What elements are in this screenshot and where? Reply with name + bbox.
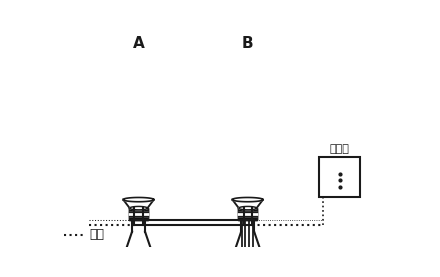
Text: 气线: 气线 (89, 228, 104, 241)
Bar (319, 157, 360, 198)
Polygon shape (232, 200, 263, 208)
Polygon shape (239, 206, 257, 210)
Polygon shape (123, 200, 154, 208)
Polygon shape (129, 212, 148, 216)
Text: 集气袋: 集气袋 (330, 144, 350, 154)
Polygon shape (129, 208, 148, 220)
Text: A: A (133, 36, 144, 52)
Text: B: B (242, 36, 253, 52)
Polygon shape (232, 198, 263, 202)
Polygon shape (123, 198, 154, 202)
Polygon shape (130, 206, 147, 210)
Polygon shape (238, 208, 257, 220)
Polygon shape (238, 212, 257, 216)
Polygon shape (104, 232, 172, 277)
Polygon shape (213, 232, 282, 277)
